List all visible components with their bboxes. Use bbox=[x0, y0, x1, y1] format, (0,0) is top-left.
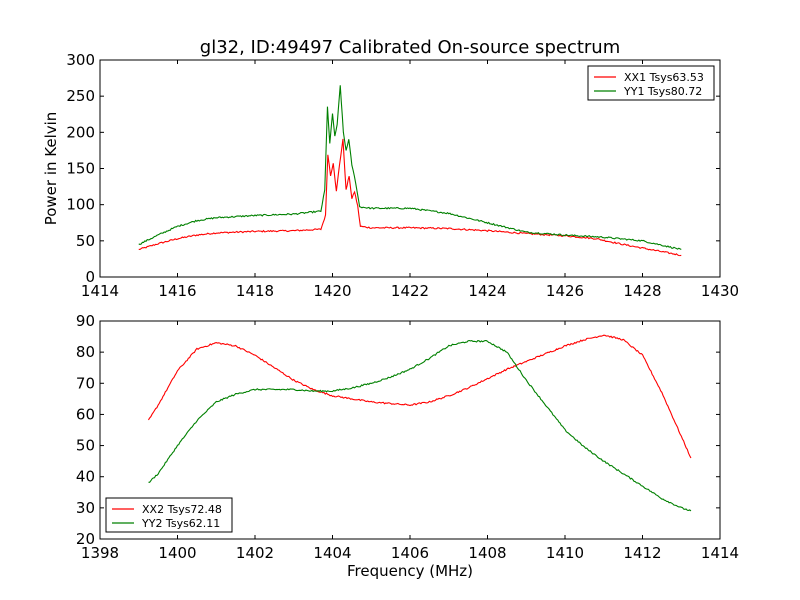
x-tick-label: 1422 bbox=[391, 282, 429, 300]
x-tick-label: 1412 bbox=[623, 544, 661, 562]
x-tick-label: 1408 bbox=[468, 544, 506, 562]
y-tick-label: 60 bbox=[76, 405, 95, 423]
y-tick-label: 70 bbox=[76, 374, 95, 392]
legend-label: XX1 Tsys63.53 bbox=[624, 71, 704, 84]
legend-label: YY2 Tsys62.11 bbox=[141, 517, 220, 530]
series-line-1 bbox=[147, 334, 692, 459]
top-plot: 1414 1416 1418 1420 1422 1424 1426 1428 1430 0 50 1… bbox=[42, 37, 739, 300]
legend-label: XX2 Tsys72.48 bbox=[142, 503, 222, 516]
y-tick-label: 150 bbox=[66, 160, 95, 178]
y-tick-label: 50 bbox=[76, 232, 95, 250]
bottom-plot: 1398 1400 1402 1404 1406 1408 1410 1412 1414 20 30… bbox=[76, 312, 739, 580]
x-tick-label: 1398 bbox=[81, 544, 119, 562]
series-line-2 bbox=[138, 85, 682, 250]
y-tick-label: 40 bbox=[76, 468, 95, 486]
y-tick-label: 250 bbox=[66, 87, 95, 105]
x-tick-label: 1418 bbox=[236, 282, 274, 300]
x-tick-label: 1428 bbox=[623, 282, 661, 300]
y-tick-label: 300 bbox=[66, 51, 95, 69]
x-tick-label: 1420 bbox=[313, 282, 351, 300]
x-axis-label: Frequency (MHz) bbox=[347, 562, 473, 580]
x-tick-label: 1414 bbox=[81, 282, 119, 300]
legend-box bbox=[105, 497, 233, 533]
x-tick-label: 1406 bbox=[391, 544, 429, 562]
series-line-1 bbox=[138, 138, 682, 257]
x-tick-label: 1424 bbox=[468, 282, 506, 300]
series-line-2 bbox=[148, 339, 692, 512]
x-tick-label: 1400 bbox=[158, 544, 196, 562]
y-tick-label: 20 bbox=[76, 530, 95, 548]
x-tick-label: 1404 bbox=[313, 544, 351, 562]
legend-label: YY1 Tsys80.72 bbox=[623, 85, 702, 98]
y-tick-label: 30 bbox=[76, 499, 95, 517]
x-tick-label: 1410 bbox=[546, 544, 584, 562]
x-tick-label: 1426 bbox=[546, 282, 584, 300]
legend-box bbox=[587, 65, 715, 101]
y-tick-label: 100 bbox=[66, 196, 95, 214]
x-tick-label: 1430 bbox=[701, 282, 739, 300]
y-tick-label: 200 bbox=[66, 123, 95, 141]
x-tick-label: 1416 bbox=[158, 282, 196, 300]
y-tick-label: 50 bbox=[76, 437, 95, 455]
y-tick-label: 80 bbox=[76, 343, 95, 361]
y-axis-label: Power in Kelvin bbox=[42, 112, 60, 226]
y-tick-label: 90 bbox=[76, 312, 95, 330]
x-tick-label: 1402 bbox=[236, 544, 274, 562]
chart-title: gl32, ID:49497 Calibrated On-source spec… bbox=[200, 37, 620, 58]
y-tick-label: 0 bbox=[85, 268, 95, 286]
x-tick-label: 1414 bbox=[701, 544, 739, 562]
